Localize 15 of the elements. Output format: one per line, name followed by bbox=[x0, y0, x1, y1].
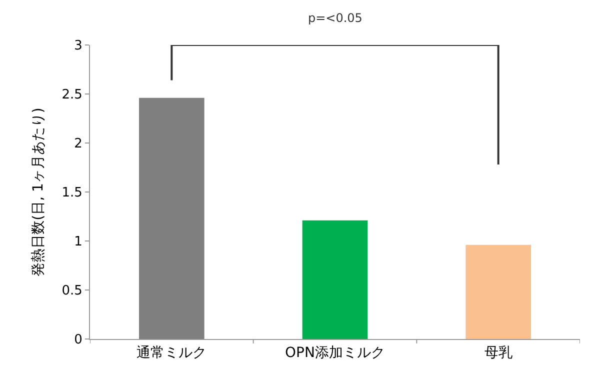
bar bbox=[139, 98, 204, 339]
y-tick-label: 0.5 bbox=[62, 284, 82, 299]
y-tick-label: 1 bbox=[74, 234, 82, 250]
text: p=<0.05 bbox=[308, 11, 362, 25]
y-axis-title: 発熱日数(日, 1ヶ月あたり) bbox=[30, 108, 46, 276]
x-tick-label: 母乳 bbox=[484, 344, 512, 361]
y-tick-label: 2 bbox=[74, 136, 82, 152]
bar bbox=[302, 220, 368, 339]
x-tick-label: OPN添加ミルク bbox=[285, 344, 385, 361]
y-tick-label: 0 bbox=[74, 332, 82, 348]
y-tick-label: 3 bbox=[74, 38, 82, 54]
bar bbox=[466, 244, 531, 339]
x-tick-label: 通常ミルク bbox=[136, 344, 207, 361]
y-tick-label: 2.5 bbox=[62, 88, 82, 103]
y-tick-label: 1.5 bbox=[62, 186, 82, 201]
